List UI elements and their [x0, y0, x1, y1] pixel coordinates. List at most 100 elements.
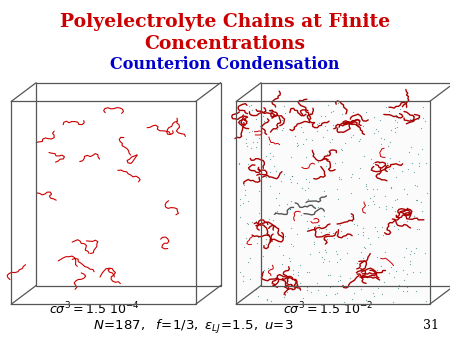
- Point: [333, 186, 341, 192]
- Point: [378, 224, 386, 230]
- Point: [334, 259, 341, 265]
- Point: [360, 233, 367, 238]
- Point: [319, 134, 326, 139]
- Point: [337, 277, 344, 283]
- Point: [270, 164, 278, 169]
- Text: Counterion Condensation: Counterion Condensation: [110, 56, 340, 73]
- Point: [313, 128, 320, 133]
- Point: [413, 183, 420, 189]
- Point: [333, 124, 341, 129]
- Point: [266, 108, 274, 114]
- Point: [295, 269, 302, 274]
- Point: [263, 237, 270, 242]
- Point: [386, 166, 393, 172]
- Point: [364, 235, 372, 241]
- Point: [334, 196, 341, 201]
- Point: [287, 206, 294, 211]
- Point: [385, 108, 392, 114]
- Point: [305, 185, 312, 191]
- Point: [316, 120, 323, 125]
- Point: [407, 144, 414, 149]
- Point: [302, 203, 310, 209]
- Point: [322, 226, 329, 232]
- Point: [279, 127, 286, 133]
- Point: [336, 176, 343, 182]
- Point: [392, 129, 399, 135]
- Point: [300, 295, 307, 301]
- Point: [377, 117, 384, 123]
- Point: [370, 201, 378, 207]
- Point: [338, 147, 345, 153]
- Point: [383, 104, 390, 110]
- Point: [393, 196, 400, 201]
- Point: [371, 294, 378, 299]
- Point: [266, 157, 274, 162]
- Point: [399, 168, 406, 174]
- Point: [253, 240, 261, 245]
- Point: [359, 255, 366, 261]
- Point: [403, 245, 410, 251]
- Point: [279, 261, 286, 266]
- Point: [399, 288, 406, 294]
- Point: [236, 269, 243, 274]
- Point: [405, 149, 412, 154]
- Point: [302, 136, 310, 141]
- Point: [404, 218, 411, 223]
- Point: [248, 102, 255, 107]
- Point: [242, 122, 249, 127]
- Point: [263, 298, 270, 303]
- Point: [374, 228, 381, 234]
- Point: [255, 188, 262, 194]
- Point: [382, 203, 390, 209]
- Point: [315, 222, 323, 228]
- Point: [247, 145, 254, 151]
- Point: [385, 222, 392, 227]
- Point: [373, 254, 380, 259]
- Point: [336, 273, 343, 279]
- Point: [419, 146, 426, 151]
- Point: [279, 125, 287, 130]
- Point: [266, 170, 273, 175]
- Point: [255, 293, 262, 299]
- Point: [367, 241, 374, 247]
- Point: [343, 250, 351, 256]
- Point: [295, 142, 302, 148]
- Point: [387, 185, 395, 190]
- Point: [279, 275, 287, 281]
- Point: [369, 186, 377, 191]
- Point: [363, 186, 370, 192]
- Point: [325, 102, 332, 108]
- Point: [388, 204, 396, 210]
- Point: [246, 276, 253, 282]
- Point: [371, 130, 378, 136]
- Point: [304, 225, 311, 231]
- Point: [372, 225, 379, 230]
- Point: [390, 300, 397, 305]
- Point: [236, 119, 243, 124]
- Point: [315, 223, 322, 228]
- Point: [353, 261, 360, 266]
- Point: [387, 128, 395, 133]
- Point: [324, 272, 331, 277]
- Point: [245, 221, 252, 226]
- Point: [267, 184, 274, 189]
- Point: [311, 223, 319, 229]
- Point: [407, 251, 414, 257]
- Point: [362, 297, 369, 302]
- Point: [284, 202, 291, 207]
- Point: [296, 280, 303, 286]
- Point: [327, 284, 334, 289]
- Point: [322, 224, 329, 230]
- Point: [414, 151, 421, 156]
- Point: [271, 209, 279, 215]
- Text: $c\sigma^3 = 1.5\ 10^{-4}$: $c\sigma^3 = 1.5\ 10^{-4}$: [49, 301, 140, 318]
- Point: [247, 255, 254, 260]
- Point: [315, 287, 322, 293]
- Point: [377, 264, 384, 269]
- Point: [310, 241, 318, 246]
- Point: [415, 160, 422, 166]
- Point: [299, 186, 306, 191]
- Point: [263, 242, 270, 247]
- Point: [379, 232, 386, 238]
- Point: [323, 236, 330, 241]
